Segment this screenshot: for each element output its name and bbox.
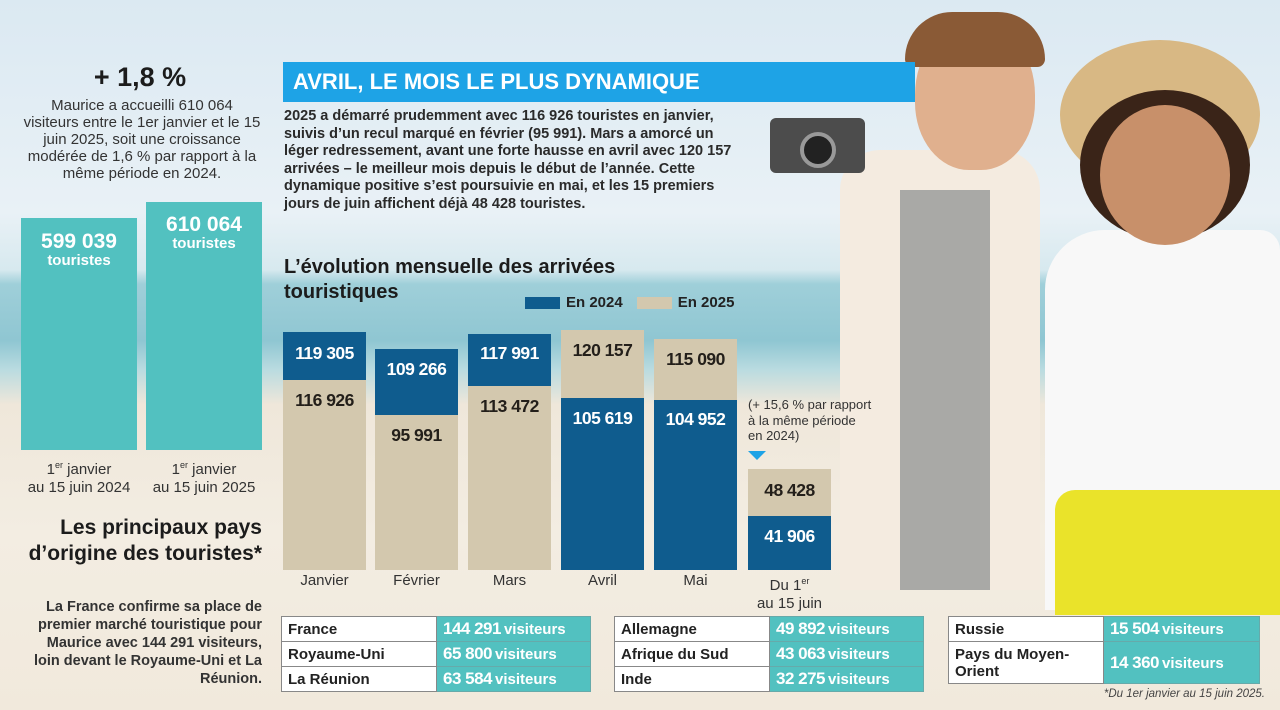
country-value: 63 584 visiteurs	[436, 666, 591, 692]
total-2024-unit: touristes	[47, 252, 111, 269]
country-name: Inde	[614, 666, 770, 692]
total-bar-2024: 599 039 touristes	[21, 218, 137, 450]
growth-intro-text: Maurice a accueilli 610 064 visiteurs en…	[23, 97, 261, 182]
country-value: 43 063 visiteurs	[769, 641, 924, 667]
countries-table-1: France 144 291 visiteurs Royaume-Uni 65 8…	[281, 616, 591, 692]
country-value: 144 291 visiteurs	[436, 616, 591, 642]
countries-table-3: Russie 15 504 visiteurs Pays du Moyen-Ori…	[948, 616, 1260, 684]
bar-juin-2024: 41 906	[748, 516, 831, 570]
legend-item-2024: En 2024	[525, 294, 623, 311]
country-value: 65 800 visiteurs	[436, 641, 591, 667]
tourist-woman-face	[1100, 105, 1230, 245]
table-row: Allemagne 49 892 visiteurs	[614, 616, 924, 642]
country-name: Royaume-Uni	[281, 641, 437, 667]
table-row: La Réunion 63 584 visiteurs	[281, 666, 591, 692]
bar-mars-2025: 113 472	[468, 386, 551, 570]
country-value: 15 504 visiteurs	[1103, 616, 1260, 642]
section-header: AVRIL, LE MOIS LE PLUS DYNAMIQUE	[283, 62, 915, 102]
country-name: Russie	[948, 616, 1104, 642]
total-2025-unit: touristes	[172, 235, 236, 252]
country-name: Afrique du Sud	[614, 641, 770, 667]
footnote: *Du 1er janvier au 15 juin 2025.	[1103, 688, 1265, 700]
month-label-mars: Mars	[492, 572, 527, 589]
country-value: 32 275 visiteurs	[769, 666, 924, 692]
table-row: Inde 32 275 visiteurs	[614, 666, 924, 692]
table-row: Royaume-Uni 65 800 visiteurs	[281, 641, 591, 667]
bar-juin-2025: 48 428	[748, 469, 831, 516]
tourist-man-tshirt	[900, 190, 990, 590]
country-name: La Réunion	[281, 666, 437, 692]
table-row: Russie 15 504 visiteurs	[948, 616, 1260, 642]
tourist-man-hair	[905, 12, 1045, 67]
country-value: 49 892 visiteurs	[769, 616, 924, 642]
camera-lens-icon	[800, 132, 836, 168]
month-label-fevrier: Février	[393, 572, 440, 589]
countries-table-2: Allemagne 49 892 visiteurs Afrique du Sud…	[614, 616, 924, 692]
countries-section-text: La France confirme sa place de premier m…	[33, 599, 262, 687]
june-annotation: (+ 15,6 % par rapport à la même période …	[748, 397, 872, 443]
legend-swatch-2025	[636, 296, 672, 309]
total-2024-value: 599 039	[41, 230, 117, 253]
chart-title: L’évolution mensuelle des arrivées touri…	[284, 256, 616, 303]
legend-swatch-2024	[525, 296, 560, 309]
bar-janvier: 119 305 116 926	[283, 332, 366, 570]
total-2025-label: 1er janvier au 15 juin 2025	[152, 460, 256, 496]
country-name: Allemagne	[614, 616, 770, 642]
table-row: France 144 291 visiteurs	[281, 616, 591, 642]
bar-janvier-2025: 116 926	[283, 380, 366, 570]
bar-fevrier-2024: 109 266	[375, 349, 458, 415]
countries-section-title: Les principaux pays d’origine des touris…	[28, 516, 262, 565]
country-name: France	[281, 616, 437, 642]
growth-headline: + 1,8 %	[93, 62, 187, 92]
total-2024-label: 1er janvier au 15 juin 2024	[27, 460, 131, 496]
section-body-text: 2025 a démarré prudemment avec 116 926 t…	[284, 108, 732, 212]
chart-legend: En 2024 En 2025	[525, 294, 748, 311]
table-row: Pays du Moyen-Orient 14 360 visiteurs	[948, 641, 1260, 684]
bar-avril-2024: 105 619	[561, 398, 644, 570]
bar-avril-2025: 120 157	[561, 330, 644, 398]
total-2025-value: 610 064	[166, 213, 242, 236]
bar-mai-2025: 115 090	[654, 339, 737, 400]
month-label-avril: Avril	[588, 572, 617, 589]
month-label-juin: Du 1er au 15 juin	[756, 576, 823, 612]
table-row: Afrique du Sud 43 063 visiteurs	[614, 641, 924, 667]
country-name: Pays du Moyen-Orient	[948, 641, 1104, 684]
bar-fevrier-2025: 95 991	[375, 415, 458, 570]
month-label-mai: Mai	[683, 572, 708, 589]
bar-mai-2024: 104 952	[654, 400, 737, 570]
country-value: 14 360 visiteurs	[1103, 641, 1260, 684]
yellow-suitcase	[1055, 490, 1280, 615]
total-bar-2025: 610 064 touristes	[146, 202, 262, 450]
bar-janvier-2024: 119 305	[283, 332, 366, 380]
bar-mars-2024: 117 991	[468, 334, 551, 386]
legend-item-2025: En 2025	[636, 294, 734, 311]
month-label-janvier: Janvier	[300, 572, 349, 589]
triangle-down-icon	[748, 451, 766, 460]
